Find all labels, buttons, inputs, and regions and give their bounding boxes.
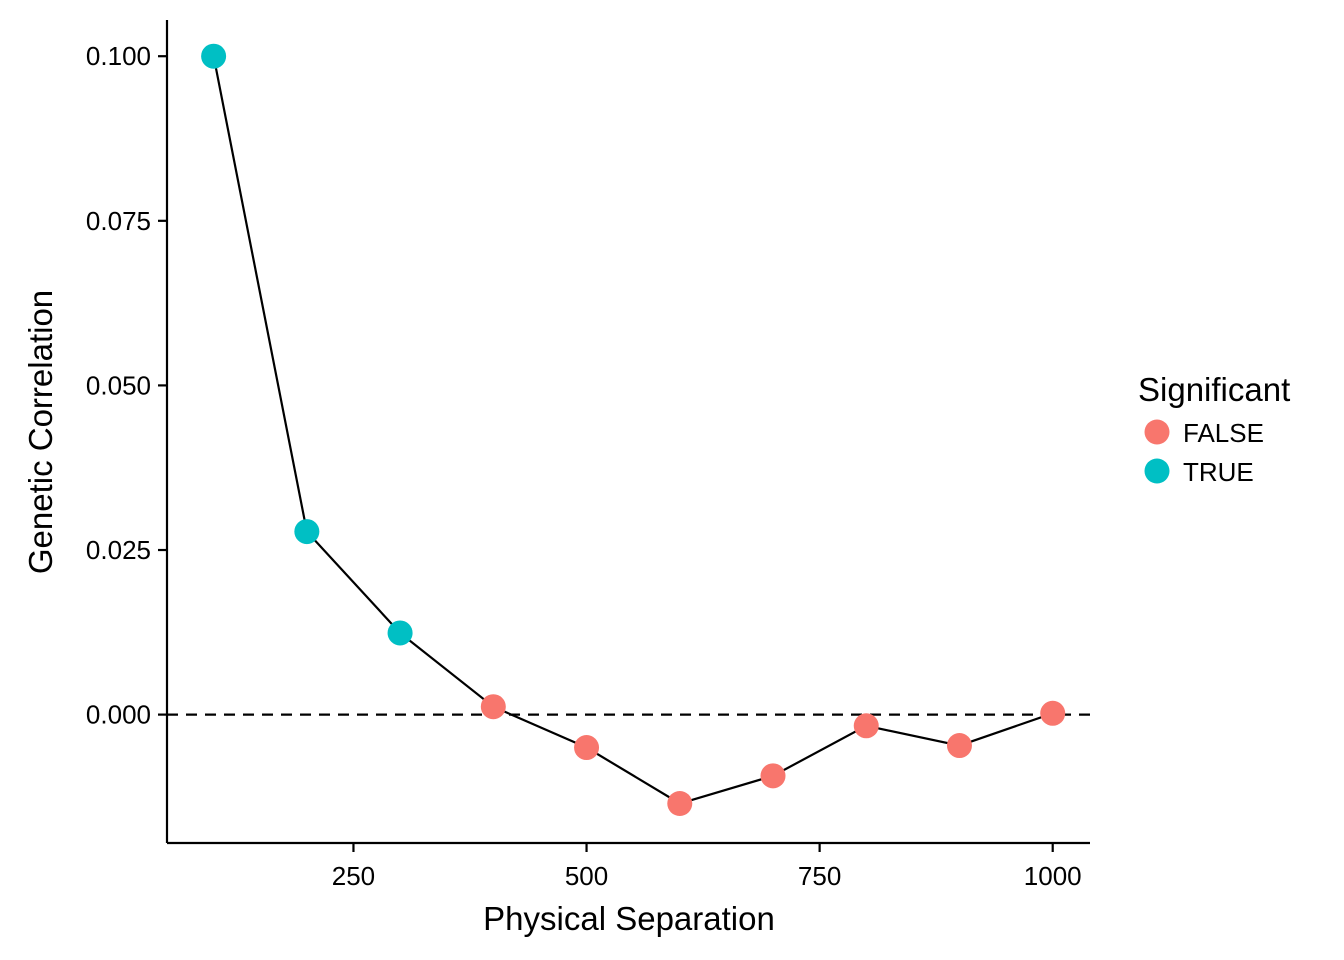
legend-title: Significant [1138,371,1290,408]
data-point-2 [294,519,320,545]
data-point-5 [574,735,600,761]
data-point-3 [387,620,413,646]
data-point-10 [1040,700,1066,726]
axes: 0.000 0.025 0.050 0.075 0.100 250 500 750 1000 [86,20,1090,891]
legend-label-false: FALSE [1183,418,1264,448]
x-tick-label-2: 500 [565,861,608,891]
legend-key-false [1144,419,1170,445]
legend-entries: FALSE TRUE [1144,418,1264,487]
y-tick-label-5: 0.100 [86,41,151,71]
y-tick-label-1: 0.000 [86,700,151,730]
data-point-6 [667,790,693,816]
series-line [212,55,1054,805]
y-tick-label-2: 0.025 [86,535,151,565]
data-point-8 [853,713,879,739]
plot-area [167,43,1090,816]
data-point-9 [946,733,972,759]
data-point-7 [760,763,786,789]
data-point-1 [201,43,227,69]
y-tick-label-3: 0.050 [86,370,151,400]
x-axis-title: Physical Separation [483,900,775,937]
y-tick-label-4: 0.075 [86,206,151,236]
x-tick-label-4: 1000 [1024,861,1082,891]
y-axis-title: Genetic Correlation [22,290,59,574]
x-tick-label-3: 750 [798,861,841,891]
legend-label-true: TRUE [1183,457,1254,487]
legend-key-true [1144,458,1170,484]
data-point-4 [480,694,506,720]
legend: Significant FALSE TRUE [1138,371,1290,487]
x-tick-label-1: 250 [332,861,375,891]
